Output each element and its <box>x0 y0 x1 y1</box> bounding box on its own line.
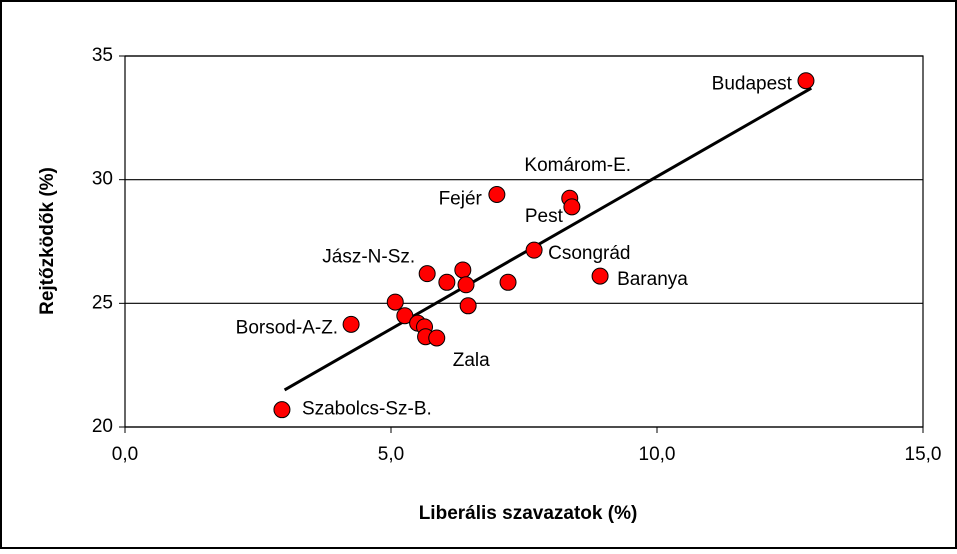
data-point <box>591 267 609 285</box>
y-axis-title: Rejtőzködők (%) <box>37 167 58 315</box>
data-point <box>342 315 360 333</box>
y-tick-label: 20 <box>92 416 113 437</box>
point-label: Baranya <box>617 269 688 290</box>
x-tick-label: 0,0 <box>112 444 138 465</box>
data-point <box>396 307 414 325</box>
data-point <box>418 265 436 283</box>
data-point <box>273 401 291 419</box>
point-label: Szabolcs-Sz-B. <box>302 399 432 420</box>
x-tick-label: 15,0 <box>905 444 942 465</box>
y-tick-label: 35 <box>92 45 113 66</box>
point-label: Borsod-A-Z. <box>236 317 338 338</box>
data-point <box>488 186 506 204</box>
point-label: Budapest <box>712 74 793 95</box>
point-label: Pest <box>525 206 564 227</box>
y-tick-label: 30 <box>92 169 113 190</box>
point-label: Komárom-E. <box>524 155 631 176</box>
x-axis-title: Liberális szavazatok (%) <box>419 503 638 524</box>
x-tick-label: 10,0 <box>639 444 676 465</box>
point-label: Zala <box>453 350 490 371</box>
data-point <box>428 329 446 347</box>
y-tick-label: 25 <box>92 292 113 313</box>
data-point <box>563 198 581 216</box>
plot-area <box>124 55 924 428</box>
point-label: Jász-N-Sz. <box>322 247 415 268</box>
data-point <box>797 72 815 90</box>
x-tick-label: 5,0 <box>378 444 404 465</box>
point-label: Csongrád <box>548 243 630 264</box>
data-point <box>525 241 543 259</box>
data-point <box>386 293 404 311</box>
data-point <box>499 273 517 291</box>
point-label: Fejér <box>439 189 483 210</box>
data-point <box>457 276 475 294</box>
data-point <box>438 273 456 291</box>
trendline <box>283 86 813 392</box>
data-point <box>454 261 472 279</box>
data-point <box>459 297 477 315</box>
